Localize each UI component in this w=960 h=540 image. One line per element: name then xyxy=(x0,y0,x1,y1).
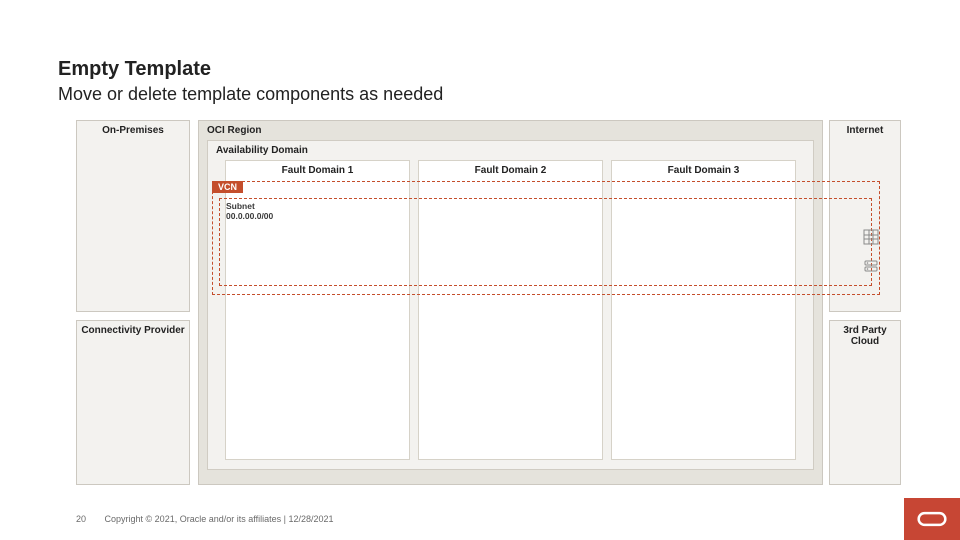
grid-icon xyxy=(863,229,879,245)
subnet-label: Subnet 00.0.00.0/00 xyxy=(226,202,273,222)
copyright-text: Copyright © 2021, Oracle and/or its affi… xyxy=(105,514,282,524)
footer-date: 12/28/2021 xyxy=(288,514,333,524)
subnet-label-text: Subnet xyxy=(226,201,255,211)
server-icon xyxy=(863,259,879,275)
oci-region-label: OCI Region xyxy=(207,125,261,136)
footer: 20 Copyright © 2021, Oracle and/or its a… xyxy=(76,514,334,524)
slide-subtitle: Move or delete template components as ne… xyxy=(58,84,443,105)
vcn-label: VCN xyxy=(212,181,243,193)
oracle-logo xyxy=(904,498,960,540)
fault-domain-3-label: Fault Domain 3 xyxy=(612,165,795,176)
internet-label: Internet xyxy=(830,125,900,136)
connectivity-provider-label: Connectivity Provider xyxy=(77,325,189,336)
subnet-cidr: 00.0.00.0/00 xyxy=(226,211,273,221)
on-premises-label: On-Premises xyxy=(77,125,189,136)
third-party-cloud-box: 3rd Party Cloud xyxy=(829,320,901,485)
fault-domain-1-label: Fault Domain 1 xyxy=(226,165,409,176)
on-premises-box: On-Premises xyxy=(76,120,190,312)
availability-domain-label: Availability Domain xyxy=(216,145,308,156)
slide-title: Empty Template xyxy=(58,58,211,81)
connectivity-provider-box: Connectivity Provider xyxy=(76,320,190,485)
slide: Empty Template Move or delete template c… xyxy=(0,0,960,540)
subnet-box: Subnet 00.0.00.0/00 xyxy=(219,198,872,286)
fault-domain-2-label: Fault Domain 2 xyxy=(419,165,602,176)
page-number: 20 xyxy=(76,514,86,524)
third-party-cloud-label: 3rd Party Cloud xyxy=(830,325,900,347)
